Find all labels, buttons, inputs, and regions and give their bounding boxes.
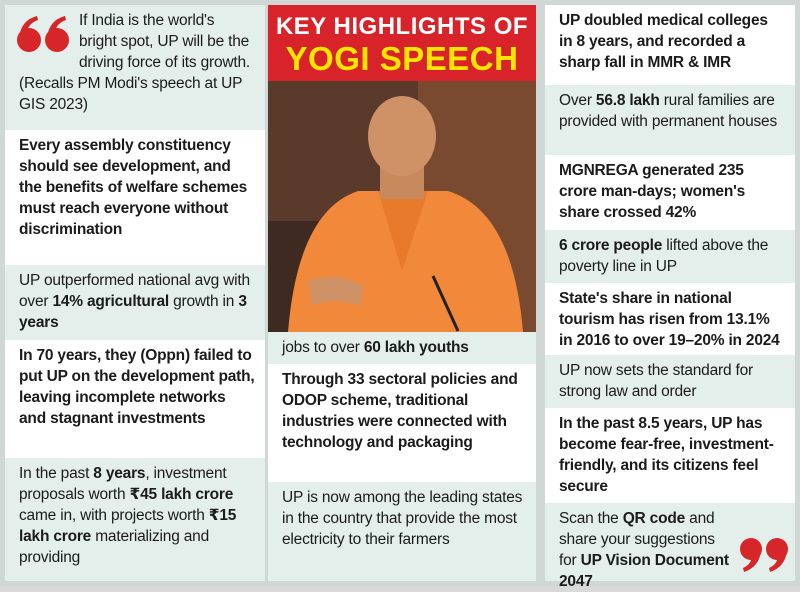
text: UP doubled medical colleges in 8 years, … [559,12,768,71]
text: came in, with projects worth [19,507,209,524]
text: 60 lakh youths [363,339,469,356]
title-line: YOGI SPEECH [285,40,519,77]
text: UP is now among the leading states in th… [282,489,523,548]
text: 6 crore people [559,237,663,254]
text: State's share in national tourism has ri… [559,290,780,349]
highlight: In the past 8.5 years, UP has become fea… [545,408,795,503]
highlight: UP doubled medical colleges in 8 years, … [545,5,795,85]
speaker-photo [268,81,536,332]
text: 3 years [19,293,247,331]
highlight: In 70 years, they (Oppn) failed to put U… [5,340,265,458]
text: rural families are provided with permane… [559,92,778,130]
text: Every assembly constituency should see d… [19,137,248,238]
text: jobs to over [282,339,364,356]
text: lifted above the poverty line in UP [559,237,769,275]
text: , investment proposals worth [19,465,227,503]
text: growth in [169,293,239,310]
text: materializing and providing [19,528,209,566]
text: 14% agricultural [52,293,170,310]
highlight: jobs to over 60 lakh youths [268,332,536,364]
highlight: State's share in national tourism has ri… [545,283,795,355]
highlight: Scan the QR code and share your suggesti… [545,503,795,590]
text: Through 33 sectoral policies and ODOP sc… [282,371,518,451]
highlight: UP now sets the standard for strong law … [545,355,795,408]
highlight: Every assembly constituency should see d… [5,130,265,265]
quote-box: If India is the world's bright spot, UP … [5,5,265,130]
highlight: UP outperformed national avg with over 1… [5,265,265,340]
text: UP now sets the standard for strong law … [559,362,754,400]
text: UP outperformed national avg with over [19,272,250,310]
highlight: In the past 8 years, investment proposal… [5,458,265,581]
open-quote-icon [17,16,69,52]
highlight: Through 33 sectoral policies and ODOP sc… [268,364,536,482]
text: 8 years [93,465,146,482]
text: 56.8 lakh [595,92,660,109]
text: Scan the [559,510,623,527]
highlight: 6 crore people lifted above the poverty … [545,230,795,283]
highlight: Over 56.8 lakh rural families are provid… [545,85,795,155]
highlight: UP is now among the leading states in th… [268,482,536,581]
text: QR code [622,510,686,527]
text: ₹45 lakh crore [129,486,234,503]
text: and share your suggestions for [559,510,715,569]
text: In the past [19,465,94,482]
highlight: MGNREGA generated 235 crore man-days; wo… [545,155,795,230]
text: In the past 8.5 years, UP has become fea… [559,415,774,495]
text: UP Vision Document 2047 [559,552,729,590]
text: In 70 years, they (Oppn) failed to put U… [19,347,255,427]
text: ₹15 lakh crore [19,507,237,545]
text: Over [559,92,596,109]
text: MGNREGA generated 235 crore man-days; wo… [559,162,746,221]
close-quote-icon [740,538,788,572]
quote-text: If India is the world's bright spot, UP … [19,12,251,113]
title-banner: KEY HIGHLIGHTS OF YOGI SPEECH [268,5,536,81]
title-line: KEY HIGHLIGHTS OF [275,13,529,40]
